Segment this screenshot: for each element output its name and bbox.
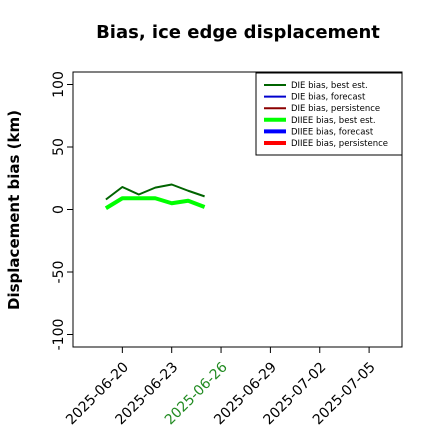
chart-title: Bias, ice edge displacement — [96, 22, 380, 43]
series-line — [105, 183, 205, 201]
legend-label: DIE bias, persistence — [291, 104, 380, 114]
y-tick-label: 100 — [51, 71, 67, 98]
legend-label: DIIEE bias, best est. — [291, 116, 376, 126]
y-tick-label: 50 — [51, 138, 67, 156]
legend-label: DIIEE bias, persistence — [291, 139, 388, 149]
legend-label: DIE bias, forecast — [291, 93, 366, 103]
legend-label: DIE bias, best est. — [291, 81, 368, 91]
y-axis-label: Displacement bias (km) — [5, 110, 23, 310]
y-tick-label: -100 — [51, 319, 67, 351]
series-line — [104, 196, 206, 210]
legend-label: DIIEE bias, forecast — [291, 127, 374, 137]
y-tick-label: 0 — [51, 205, 67, 214]
y-tick-label: -50 — [51, 261, 67, 284]
